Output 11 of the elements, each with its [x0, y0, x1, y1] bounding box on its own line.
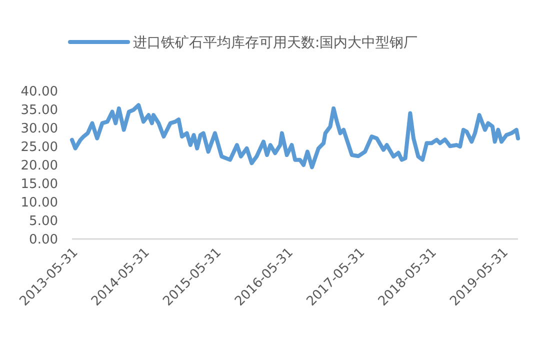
y-tick-label: 35.00 — [20, 103, 58, 118]
line-series — [70, 103, 520, 170]
y-tick-label: 5.00 — [29, 214, 58, 230]
legend-label: 进口铁矿石平均库存可用天数:国内大中型钢厂 — [133, 34, 418, 51]
y-tick-label: 25.00 — [20, 140, 58, 156]
y-tick-label: 40.00 — [20, 84, 58, 100]
y-tick-label: 0.00 — [29, 232, 58, 248]
y-tick-label: 10.00 — [20, 196, 58, 211]
y-tick-label: 20.00 — [20, 158, 58, 174]
y-tick-label: 30.00 — [20, 122, 58, 137]
y-tick-label: 15.00 — [20, 177, 58, 192]
